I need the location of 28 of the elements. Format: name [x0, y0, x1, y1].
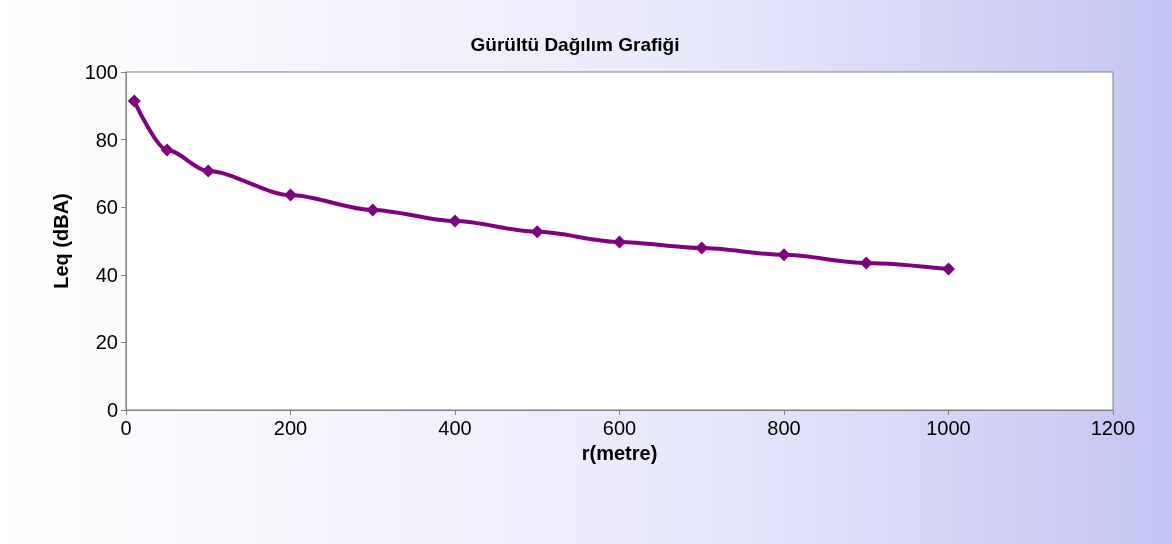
x-tick-label: 0 — [120, 417, 132, 439]
point — [695, 241, 709, 255]
x-axis-title: r(metre) — [581, 441, 658, 464]
y-tick-label: 60 — [95, 196, 118, 219]
y-tick-label: 80 — [95, 128, 118, 151]
y-tick-label: 40 — [95, 263, 118, 286]
point — [942, 262, 955, 276]
y-tick-label: 20 — [95, 331, 118, 354]
point — [284, 188, 297, 202]
point — [859, 256, 873, 270]
point — [448, 214, 462, 228]
x-tick-label: 1200 — [1090, 417, 1136, 439]
point — [366, 203, 380, 217]
x-tick-label: 200 — [273, 417, 308, 439]
chart-title: Gürültü Dağılım Grafiği — [470, 34, 680, 55]
y-tick-label: 100 — [84, 61, 118, 83]
x-tick-label: 600 — [602, 417, 637, 439]
y-tick-label: 0 — [106, 399, 118, 421]
point — [201, 164, 215, 178]
x-tick-label: 1000 — [926, 417, 971, 439]
point — [530, 225, 544, 239]
x-tick-label: 400 — [438, 417, 472, 439]
point — [613, 235, 626, 249]
x-tick-label: 800 — [767, 417, 801, 439]
point — [127, 94, 141, 108]
y-axis-title: Leq (dBA) — [50, 193, 72, 289]
point — [160, 143, 174, 157]
point — [777, 248, 791, 262]
